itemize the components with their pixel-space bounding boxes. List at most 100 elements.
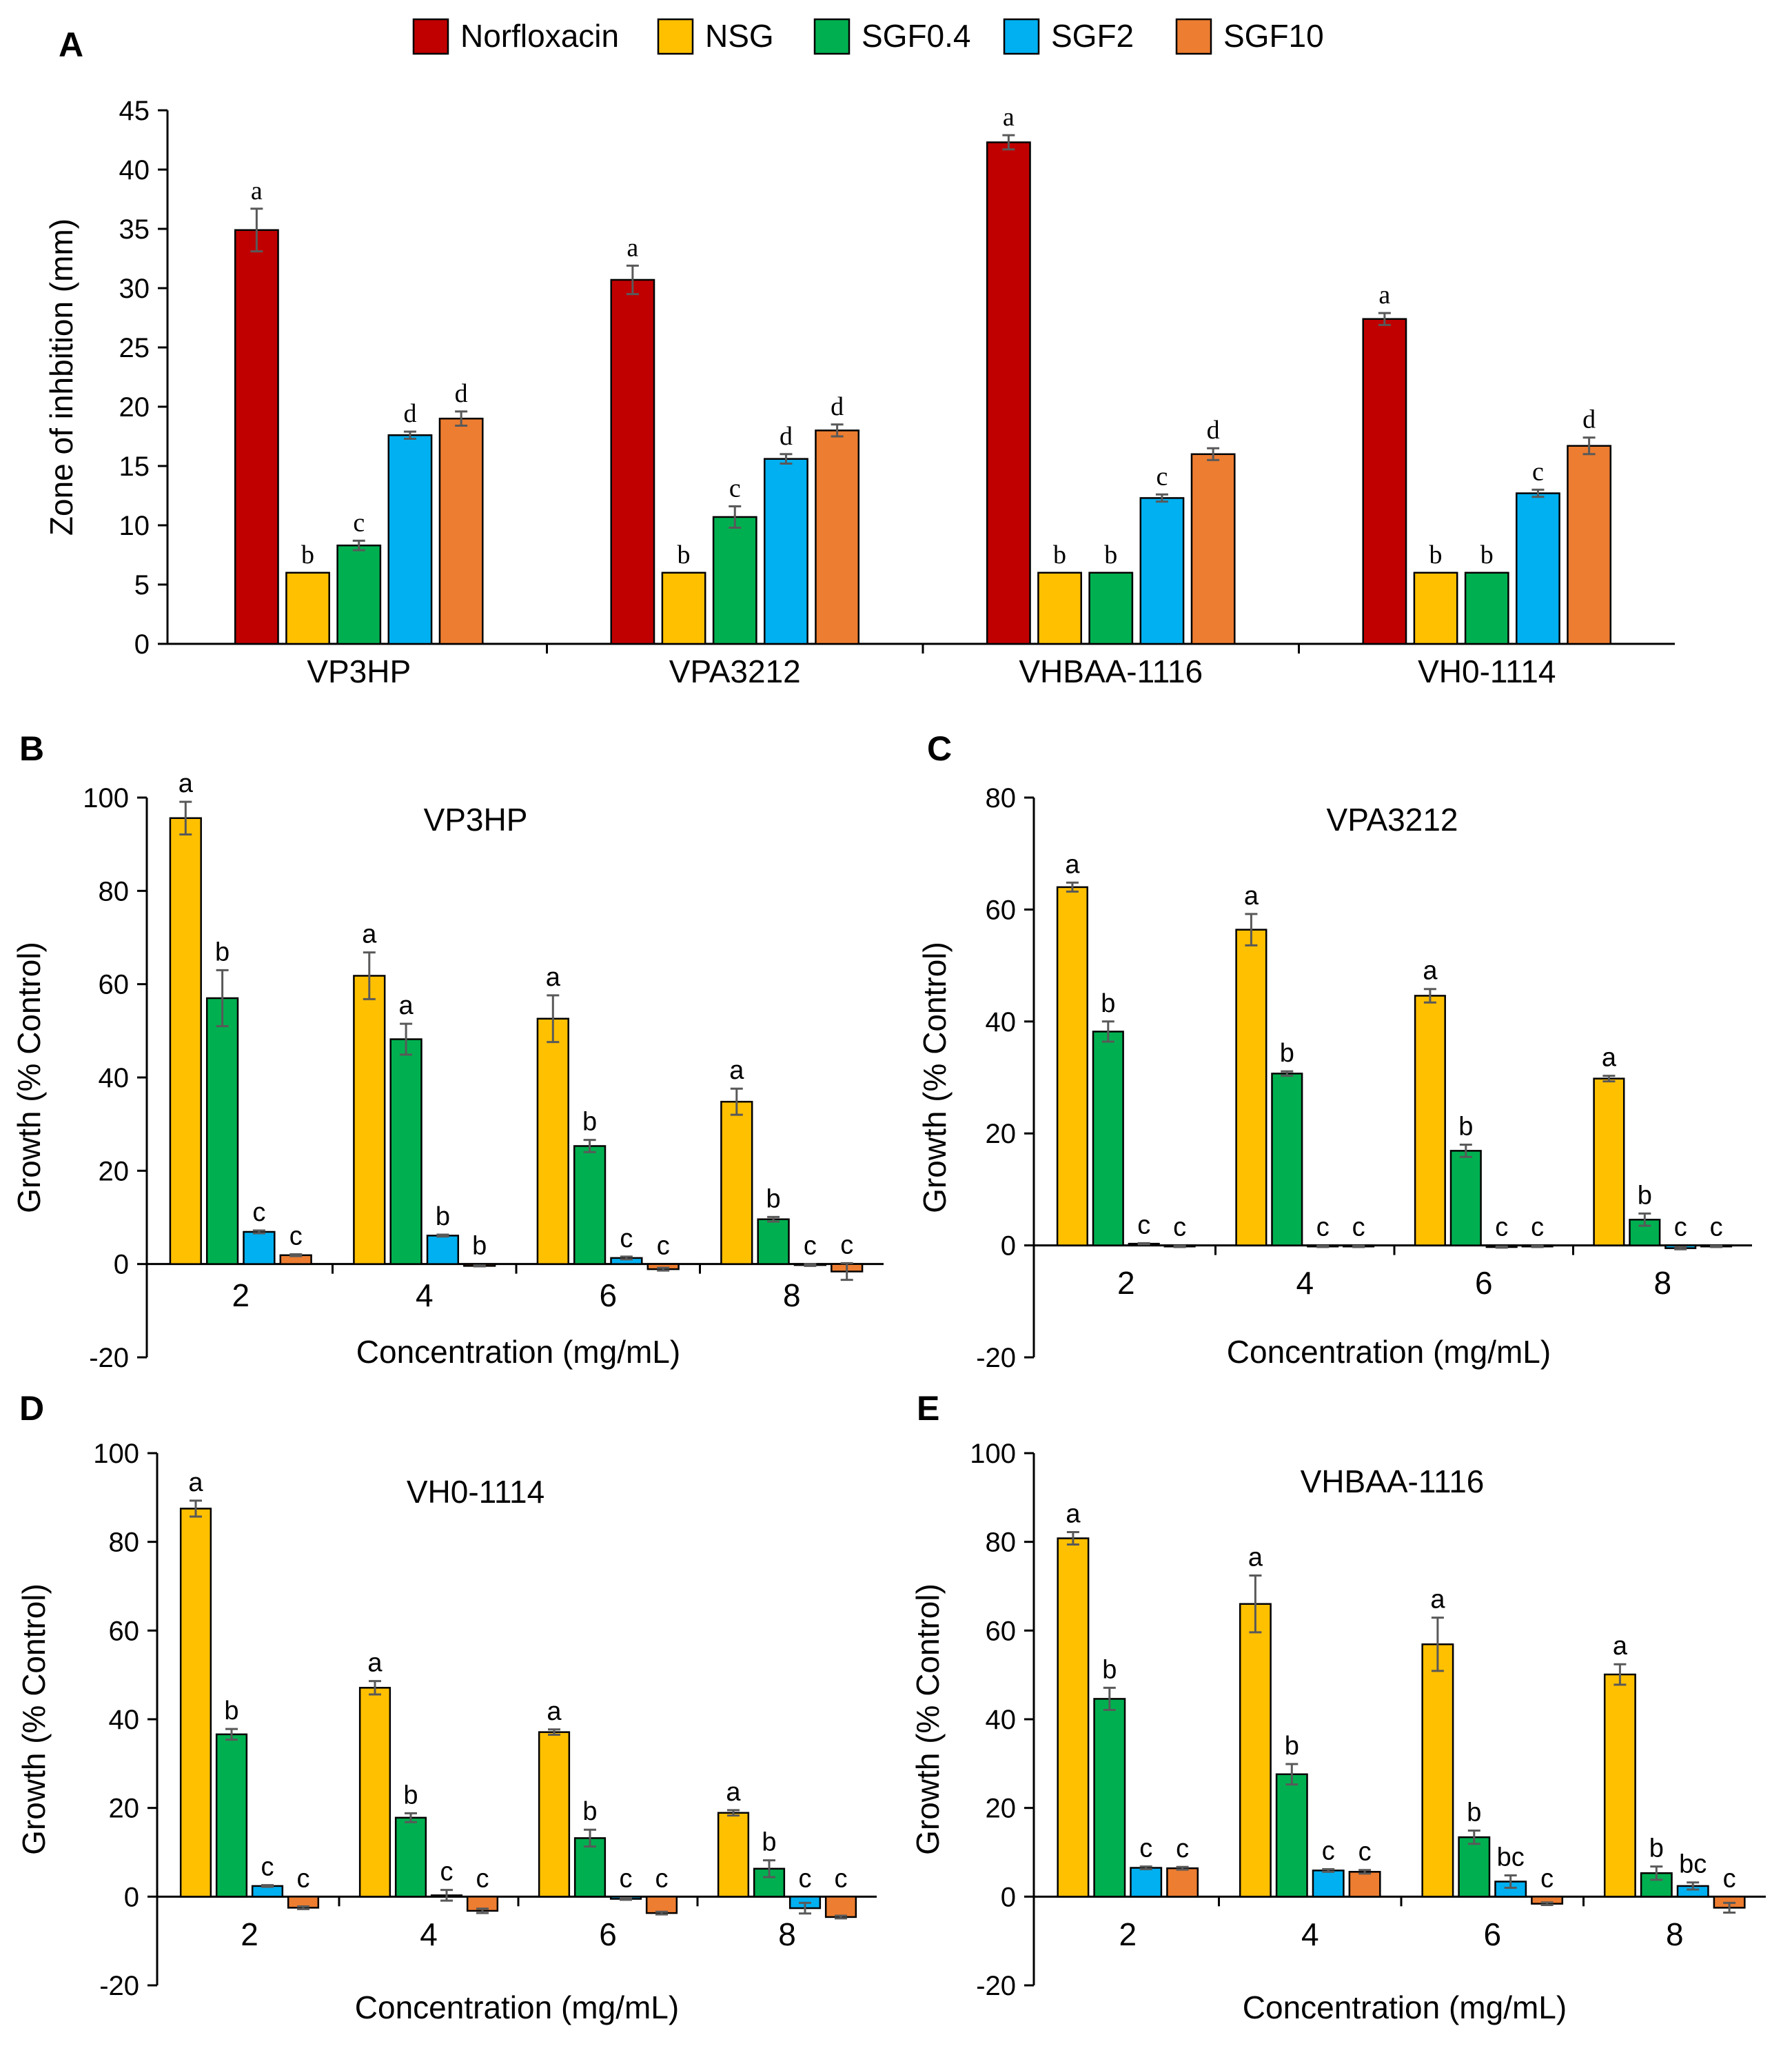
bar-nsg-6	[1414, 995, 1446, 1246]
bar-nsg-8	[1603, 1673, 1636, 1898]
bar-norfloxacin-vpa3212	[610, 278, 655, 645]
legend-label-norfloxacin: Norfloxacin	[460, 18, 619, 54]
significance-letter: c	[1495, 1213, 1508, 1242]
significance-letter: b	[1285, 1732, 1299, 1761]
y-tick-label: 20	[986, 1794, 1017, 1824]
x-tick-label-6: 6	[1475, 1265, 1493, 1301]
legend-swatch-nsg	[657, 18, 694, 55]
panel-letter-d: D	[19, 1389, 44, 1428]
bar-nsg-8	[1593, 1077, 1625, 1246]
significance-letter: c	[440, 1858, 454, 1887]
significance-letter: b	[1638, 1181, 1652, 1210]
significance-letter: a	[1065, 850, 1080, 879]
significance-letter: c	[476, 1864, 489, 1893]
significance-letter: b	[1104, 540, 1117, 569]
significance-letter: a	[362, 920, 377, 949]
significance-letter: c	[1674, 1213, 1687, 1242]
bar-sgf0-4-2	[205, 997, 239, 1265]
significance-letter: b	[1280, 1039, 1294, 1068]
significance-letter: b	[582, 1108, 597, 1137]
legend-label-sgf0-4: SGF0.4	[862, 18, 971, 54]
significance-letter: b	[301, 540, 314, 569]
bar-sgf0-4-6	[573, 1145, 607, 1265]
significance-letter: c	[804, 1232, 817, 1261]
significance-letter: d	[831, 392, 844, 421]
significance-letter: b	[1102, 1655, 1117, 1684]
significance-letter: a	[251, 176, 263, 205]
significance-letter: b	[403, 1781, 418, 1810]
significance-letter: a	[729, 1056, 744, 1085]
significance-letter: d	[1582, 405, 1596, 434]
significance-letter: c	[1531, 1213, 1544, 1242]
bar-sgf10-6	[645, 1896, 678, 1914]
legend-swatch-sgf0-4	[813, 18, 851, 55]
significance-letter: c	[1358, 1838, 1372, 1867]
significance-letter: c	[835, 1864, 848, 1893]
significance-letter: c	[729, 474, 741, 503]
legend: Norfloxacin NSG SGF0.4 SGF2 SGF10	[412, 18, 1324, 55]
significance-letter: b	[766, 1184, 781, 1213]
significance-letter: c	[1322, 1836, 1335, 1865]
significance-letter: b	[1458, 1112, 1473, 1141]
bar-nsg-4	[358, 1687, 391, 1898]
legend-swatch-norfloxacin	[412, 18, 449, 55]
x-tick-label-2: 2	[1119, 1916, 1137, 1952]
bar-norfloxacin-vhbaa-1116	[986, 141, 1031, 645]
y-tick-label: 60	[99, 970, 130, 1000]
significance-letter: bc	[1497, 1843, 1525, 1872]
significance-letter: b	[1480, 540, 1494, 569]
bar-nsg-8	[720, 1100, 753, 1265]
significance-letter: b	[224, 1696, 238, 1725]
significance-letter: d	[780, 422, 793, 451]
bar-sgf0-4-vh0-1114	[1464, 571, 1509, 645]
panel-d-chart: D VH0-1114 -20 0 20 40 60 80 100 Growth (% Contro…	[16, 1389, 877, 2025]
y-tick-label: 0	[1001, 1231, 1016, 1262]
bar-sgf2-4	[1312, 1870, 1345, 1898]
bar-nsg-4	[1235, 929, 1267, 1246]
significance-letter: a	[1602, 1044, 1617, 1073]
x-tick-label-vhbaa-1116: VHBAA-1116	[1019, 654, 1203, 689]
y-tick-label: 40	[986, 1705, 1017, 1735]
bar-sgf0-4-4	[1275, 1773, 1308, 1898]
y-tick-label: 20	[109, 1794, 140, 1824]
significance-letter: d	[455, 379, 468, 408]
bar-nsg-vhbaa-1116	[1037, 571, 1082, 645]
bar-sgf0-4-6	[1458, 1836, 1491, 1898]
chart-title: VHBAA-1116	[1301, 1463, 1485, 1499]
bar-sgf2-vp3hp	[387, 434, 433, 645]
y-tick-label: 40	[119, 155, 150, 185]
x-tick-label-4: 4	[1296, 1265, 1314, 1301]
bar-sgf0-4-vhbaa-1116	[1088, 571, 1134, 645]
significance-letter: c	[657, 1232, 670, 1261]
legend-label-nsg: NSG	[705, 18, 774, 54]
x-tick-label-2: 2	[1117, 1265, 1135, 1301]
bar-norfloxacin-vp3hp	[234, 229, 279, 645]
legend-label-sgf10: SGF10	[1223, 18, 1324, 54]
x-axis-label: Concentration (mg/mL)	[356, 1334, 680, 1370]
y-tick-label: 10	[119, 511, 150, 541]
bar-sgf0-4-2	[215, 1733, 248, 1898]
y-tick-label: 80	[986, 1528, 1017, 1558]
significance-letter: b	[762, 1828, 776, 1857]
x-tick-label-6: 6	[1483, 1916, 1501, 1952]
y-axis-label: Growth (% Control)	[910, 1583, 946, 1855]
y-tick-label: 30	[119, 274, 150, 304]
bar-nsg-8	[717, 1812, 750, 1898]
bar-sgf0-4-4	[389, 1038, 422, 1265]
bar-sgf10-vp3hp	[438, 417, 484, 645]
panel-e-chart: E VHBAA-1116 -20 0 20 40 60 80 100 Growth (% Cont…	[910, 1389, 1766, 2025]
legend-swatch-sgf2	[1003, 18, 1040, 55]
y-tick-label: 100	[970, 1439, 1016, 1469]
bar-sgf0-4-6	[1449, 1150, 1482, 1246]
y-tick-label: -20	[99, 1971, 139, 2001]
significance-letter: c	[1352, 1213, 1365, 1242]
significance-letter: c	[1173, 1213, 1186, 1242]
bar-sgf10-4	[1348, 1871, 1381, 1898]
bar-sgf0-4-vpa3212	[712, 516, 757, 645]
significance-letter: a	[1003, 103, 1015, 132]
bar-nsg-6	[538, 1731, 571, 1898]
legend-label-sgf2: SGF2	[1051, 18, 1134, 54]
significance-letter: b	[582, 1797, 597, 1826]
bar-sgf2-vh0-1114	[1516, 492, 1560, 645]
